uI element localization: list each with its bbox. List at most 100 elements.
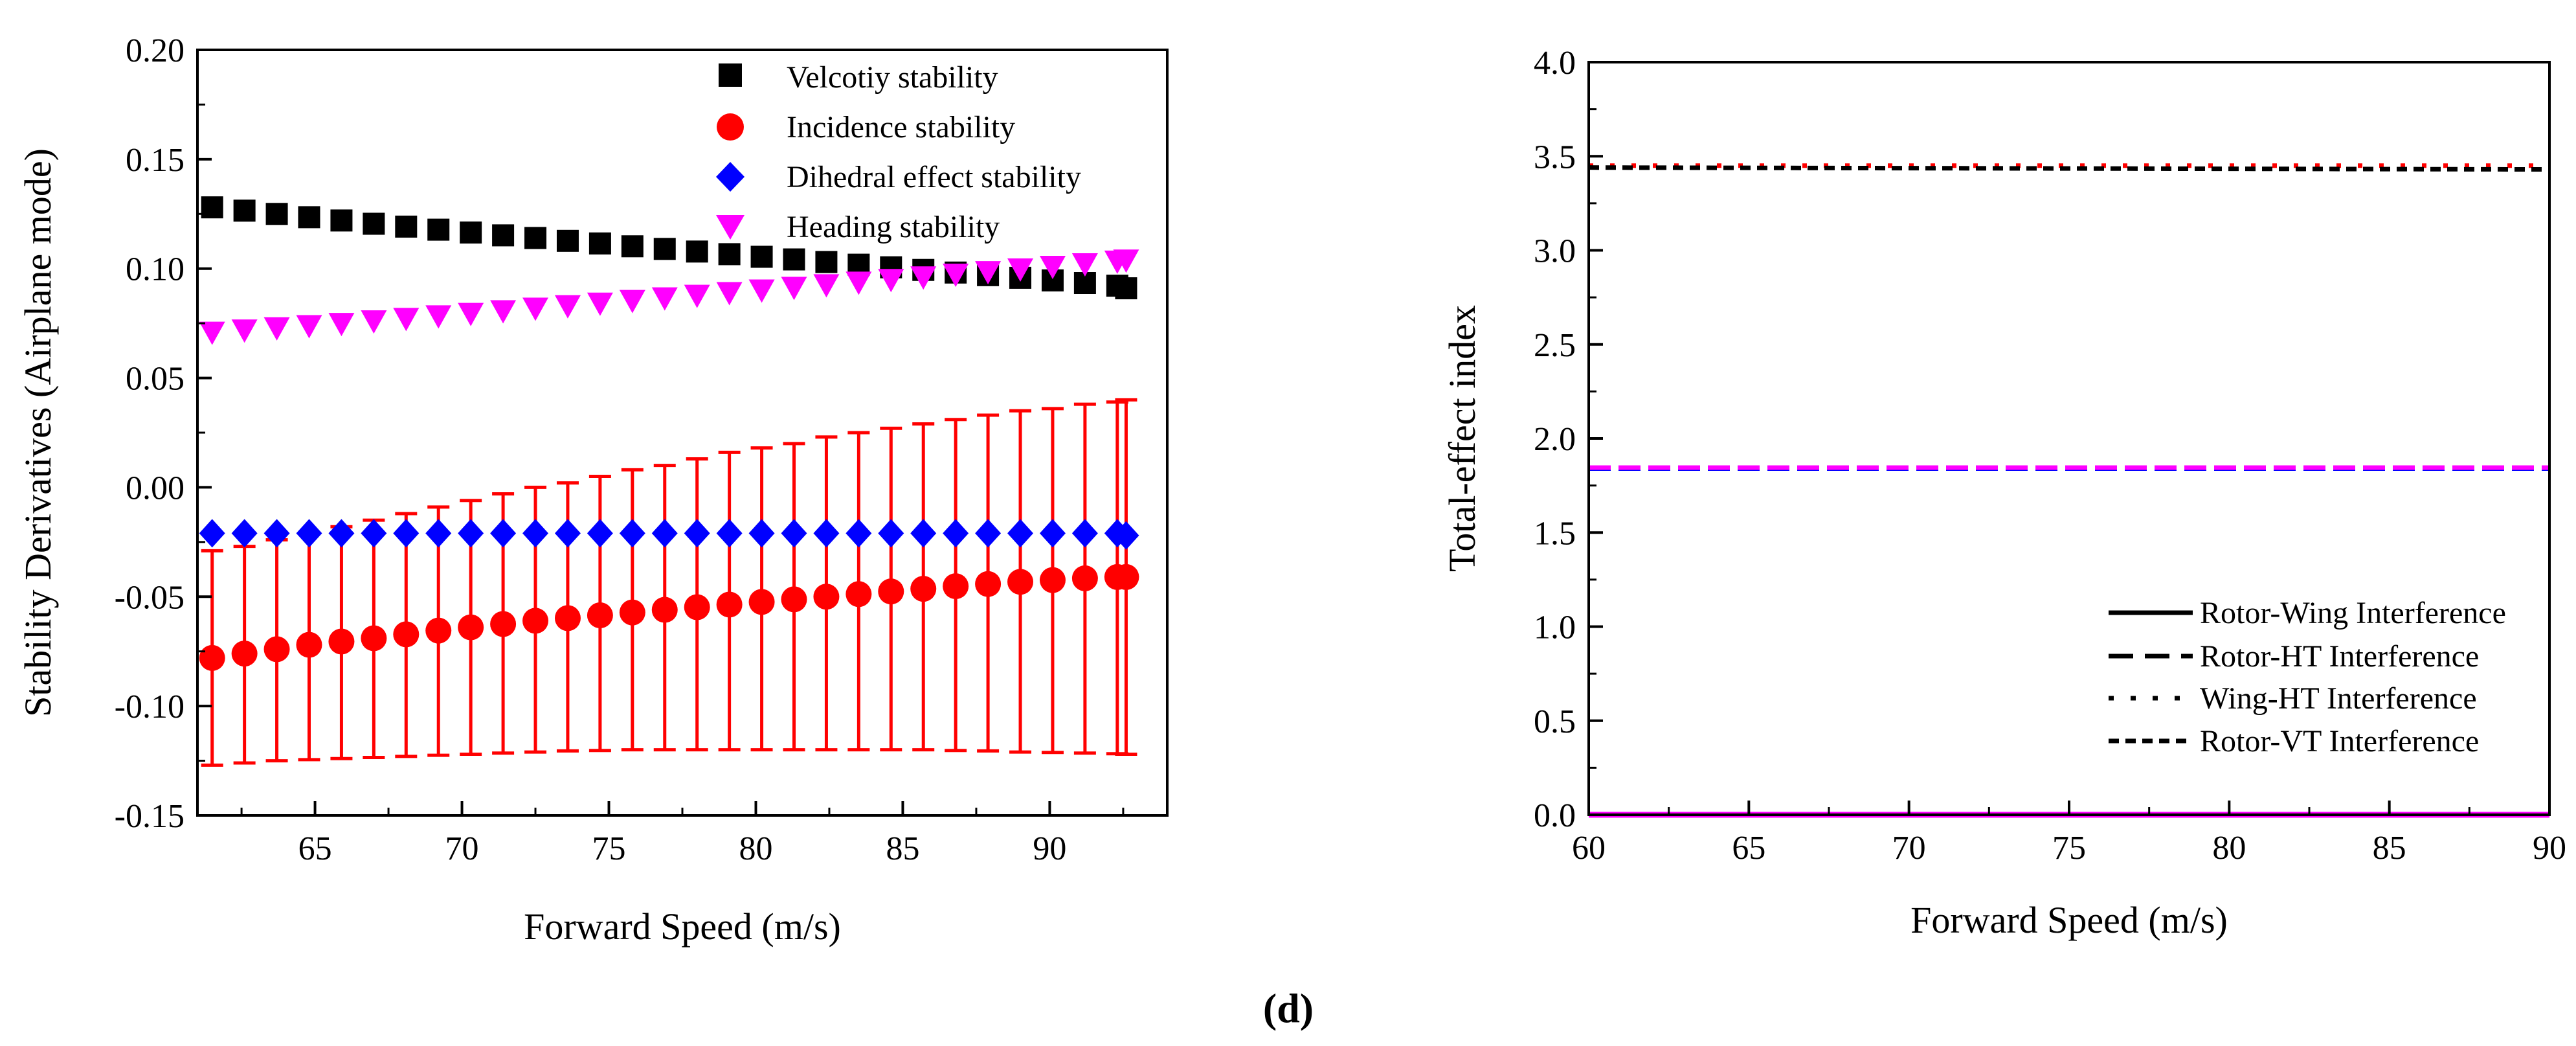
right-chart: 60 65 70 75 80 85 90 0.0 0.5 1.0 1.5 2.0 2.5 3.0 3.5 4… [1441, 45, 2566, 941]
velcotiy-point [621, 235, 644, 258]
dihedral-point [425, 519, 452, 548]
legend-label-incidence: Incidence stability [787, 110, 1015, 144]
velcotiy-point [395, 215, 418, 238]
velcotiy-point [492, 224, 515, 247]
heading-point [328, 313, 355, 337]
heading-point [296, 315, 322, 339]
velcotiy-point [427, 218, 450, 241]
heading-point [522, 297, 549, 321]
x-tick-label: 80 [2212, 830, 2246, 867]
heading-point [458, 302, 484, 326]
heading-point [361, 310, 387, 334]
dihedral-point [490, 519, 517, 548]
incidence-point [943, 573, 969, 600]
x-tick-label: 70 [445, 830, 479, 867]
velcotiy-point [524, 227, 547, 249]
dihedral-point [1071, 519, 1098, 548]
y-tick-label: 2.0 [1534, 421, 1576, 458]
heading-point [716, 282, 743, 306]
left-legend: Velcotiy stability Incidence stability D… [716, 60, 1081, 244]
heading-point [425, 305, 452, 329]
dihedral-point [748, 519, 775, 548]
incidence-point [846, 581, 872, 608]
heading-point [878, 269, 904, 293]
dihedral-point [554, 519, 581, 548]
y-tick-label: 2.5 [1534, 327, 1576, 364]
incidence-point [458, 614, 484, 641]
y-tick-label: 0.5 [1534, 703, 1576, 740]
incidence-point [1071, 565, 1098, 591]
incidence-point [199, 644, 225, 671]
dihedral-point [651, 519, 678, 548]
left-chart: 65 70 75 80 85 90 -0.15 -0.10 -0.05 0.00 0.05 0.10… [17, 32, 1169, 948]
dihedral-point [361, 519, 387, 548]
heading-point [813, 274, 840, 298]
y-tick-label: 0.00 [126, 470, 185, 506]
incidence-point [813, 584, 840, 610]
heading-point [651, 287, 678, 311]
incidence-point [587, 602, 613, 628]
heading-point [1039, 255, 1066, 279]
left-x-ticks: 65 70 75 80 85 90 [240, 801, 1125, 867]
x-tick-label: 60 [1572, 830, 1606, 867]
legend-marker-velocity [719, 63, 742, 87]
y-tick-label: 0.20 [126, 32, 185, 69]
legend-label-rotor-wing: Rotor-Wing Interference [2200, 596, 2506, 630]
velcotiy-point [718, 243, 741, 266]
incidence-point [231, 641, 258, 667]
incidence-point [878, 578, 904, 605]
right-y-ticks: 0.0 0.5 1.0 1.5 2.0 2.5 3.0 3.5 4.0 [1534, 45, 1603, 834]
dihedral-point [1007, 519, 1034, 548]
right-y-axis-label: Total-effect index [1441, 305, 1483, 572]
dihedral-point [231, 519, 258, 548]
dihedral-point [619, 519, 645, 548]
heading-point [1113, 249, 1139, 273]
velcotiy-point [815, 251, 838, 273]
dihedral-point [813, 519, 840, 548]
incidence-point [651, 597, 678, 623]
x-tick-label: 70 [1892, 830, 1926, 867]
velcotiy-point [1115, 277, 1137, 300]
heading-point [943, 264, 969, 288]
dihedral-point [296, 519, 322, 548]
incidence-point [554, 605, 581, 631]
dihedral-point [522, 519, 549, 548]
right-x-ticks: 60 65 70 75 80 85 90 [1572, 801, 2566, 867]
heading-point [1071, 253, 1098, 277]
legend-label-dihedral: Dihedral effect stability [787, 160, 1081, 194]
left-y-ticks: -0.15 -0.10 -0.05 0.00 0.05 0.10 0.15 0.20 [115, 32, 212, 835]
heading-point [1007, 258, 1034, 282]
rotor-vt-interference-line [1588, 165, 2550, 172]
y-tick-label: 0.0 [1534, 797, 1576, 834]
dihedral-point [393, 519, 420, 548]
dihedral-point [199, 519, 225, 548]
velcotiy-point [363, 212, 385, 235]
velcotiy-point [233, 199, 256, 222]
y-tick-label: 3.5 [1534, 139, 1576, 176]
legend-label-heading: Heading stability [787, 210, 1000, 244]
heading-point [199, 321, 225, 345]
heading-point [781, 277, 807, 301]
left-x-axis-label: Forward Speed (m/s) [524, 905, 841, 948]
legend-marker-dihedral [716, 162, 745, 192]
heading-point [910, 266, 937, 290]
velcotiy-point [750, 245, 773, 268]
x-tick-label: 75 [2052, 830, 2086, 867]
dihedral-point [587, 519, 613, 548]
legend-marker-heading [716, 215, 745, 240]
y-tick-label: 0.10 [126, 251, 185, 288]
y-tick-label: 3.0 [1534, 233, 1576, 270]
incidence-point [361, 625, 387, 652]
y-tick-label: -0.10 [115, 688, 185, 725]
x-tick-label: 85 [2373, 830, 2406, 867]
y-tick-label: -0.05 [115, 579, 185, 616]
dihedral-point [846, 519, 872, 548]
y-tick-label: 0.15 [126, 142, 185, 179]
x-tick-label: 65 [298, 830, 332, 867]
incidence-point [716, 591, 743, 618]
heading-point [975, 261, 1002, 285]
incidence-point [781, 586, 807, 613]
velcotiy-point [783, 248, 805, 271]
heading-point [231, 319, 258, 343]
x-tick-label: 90 [1033, 830, 1066, 867]
